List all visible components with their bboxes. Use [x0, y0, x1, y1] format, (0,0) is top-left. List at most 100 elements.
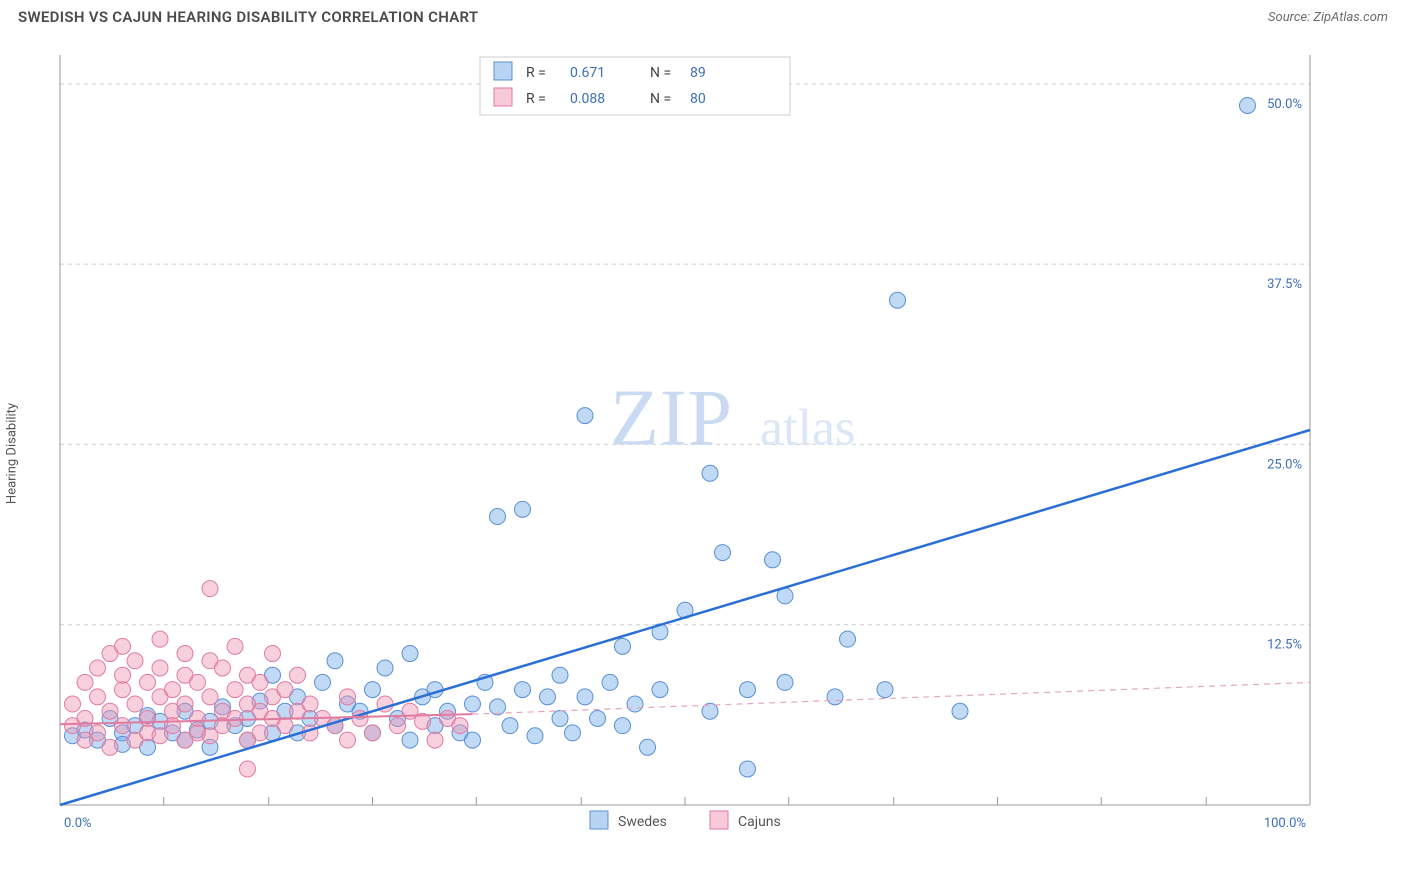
point-cajuns [365, 725, 381, 741]
point-cajuns [227, 638, 243, 654]
chart-title: SWEDISH VS CAJUN HEARING DISABILITY CORR… [18, 8, 478, 26]
point-cajuns [302, 696, 318, 712]
point-cajuns [140, 710, 156, 726]
point-swedes [365, 682, 381, 698]
point-swedes [777, 674, 793, 690]
point-swedes [502, 718, 518, 734]
point-swedes [465, 732, 481, 748]
point-cajuns [115, 638, 131, 654]
point-swedes [840, 631, 856, 647]
point-swedes [602, 674, 618, 690]
point-cajuns [77, 674, 93, 690]
legend-n-value: 89 [690, 65, 706, 81]
point-cajuns [277, 718, 293, 734]
point-swedes [402, 732, 418, 748]
watermark-atlas: atlas [760, 399, 855, 456]
point-swedes [740, 761, 756, 777]
point-cajuns [90, 725, 106, 741]
series-swatch [710, 811, 728, 829]
chart-container: ZIPatlas12.5%25.0%37.5%50.0%0.0%100.0%R … [50, 45, 1388, 857]
legend-n-label: N = [650, 91, 671, 107]
point-swedes [490, 509, 506, 525]
source-label: Source: ZipAtlas.com [1268, 10, 1388, 25]
point-cajuns [215, 660, 231, 676]
point-swedes [952, 703, 968, 719]
legend-r-value: 0.088 [570, 91, 605, 107]
point-cajuns [127, 653, 143, 669]
point-cajuns [102, 703, 118, 719]
point-cajuns [202, 581, 218, 597]
point-cajuns [90, 660, 106, 676]
point-swedes [590, 710, 606, 726]
legend-swatch [494, 62, 512, 80]
legend-n-value: 80 [690, 91, 706, 107]
watermark-zip: ZIP [610, 374, 733, 462]
point-swedes [577, 408, 593, 424]
point-cajuns [177, 696, 193, 712]
point-swedes [402, 646, 418, 662]
point-cajuns [90, 689, 106, 705]
point-swedes [577, 689, 593, 705]
point-cajuns [277, 682, 293, 698]
point-swedes [565, 725, 581, 741]
point-cajuns [227, 710, 243, 726]
point-cajuns [152, 631, 168, 647]
point-cajuns [340, 689, 356, 705]
point-cajuns [115, 718, 131, 734]
point-cajuns [252, 674, 268, 690]
point-cajuns [340, 732, 356, 748]
point-cajuns [252, 725, 268, 741]
point-swedes [615, 638, 631, 654]
point-swedes [465, 696, 481, 712]
point-swedes [615, 718, 631, 734]
point-cajuns [102, 739, 118, 755]
y-tick-label: 37.5% [1267, 277, 1302, 292]
legend-swatch [494, 88, 512, 106]
y-tick-label: 25.0% [1267, 457, 1302, 472]
y-tick-label: 50.0% [1267, 97, 1302, 112]
point-cajuns [115, 682, 131, 698]
point-cajuns [390, 718, 406, 734]
point-swedes [890, 292, 906, 308]
point-swedes [527, 728, 543, 744]
scatter-chart: ZIPatlas12.5%25.0%37.5%50.0%0.0%100.0%R … [50, 45, 1350, 835]
point-cajuns [227, 682, 243, 698]
point-cajuns [265, 646, 281, 662]
legend-n-label: N = [650, 65, 671, 81]
point-swedes [327, 653, 343, 669]
point-cajuns [165, 718, 181, 734]
point-swedes [652, 682, 668, 698]
point-swedes [740, 682, 756, 698]
point-cajuns [452, 718, 468, 734]
point-swedes [627, 696, 643, 712]
point-swedes [552, 667, 568, 683]
point-swedes [552, 710, 568, 726]
point-swedes [640, 739, 656, 755]
point-swedes [702, 465, 718, 481]
series-swatch [590, 811, 608, 829]
point-swedes [715, 545, 731, 561]
point-swedes [515, 501, 531, 517]
y-tick-label: 12.5% [1267, 638, 1302, 653]
point-swedes [377, 660, 393, 676]
point-swedes [827, 689, 843, 705]
legend-r-label: R = [526, 91, 546, 107]
y-axis-label: Hearing Disability [5, 403, 20, 504]
point-cajuns [177, 646, 193, 662]
point-swedes [490, 699, 506, 715]
point-cajuns [127, 696, 143, 712]
point-swedes [315, 674, 331, 690]
point-cajuns [290, 667, 306, 683]
point-cajuns [240, 761, 256, 777]
point-swedes [515, 682, 531, 698]
point-swedes [1240, 97, 1256, 113]
point-cajuns [190, 710, 206, 726]
point-swedes [877, 682, 893, 698]
point-cajuns [190, 674, 206, 690]
point-swedes [765, 552, 781, 568]
series-label: Swedes [618, 814, 667, 830]
point-swedes [540, 689, 556, 705]
point-cajuns [140, 674, 156, 690]
legend-r-label: R = [526, 65, 546, 81]
point-cajuns [165, 682, 181, 698]
